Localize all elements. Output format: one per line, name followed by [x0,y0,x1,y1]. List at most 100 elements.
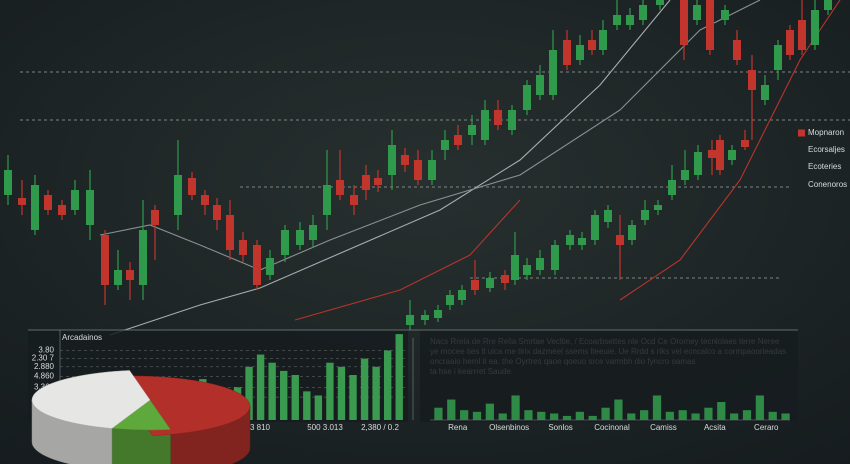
candle-body [434,310,442,318]
volume-bar [349,375,357,420]
candle-body [741,140,749,147]
candle-body [336,180,344,195]
candle-body [362,175,370,190]
panel-title: Arcadainos [62,333,102,342]
candle-body [468,125,476,135]
volume-bar [588,415,597,420]
candle-body [566,235,574,245]
candle-body [31,185,39,230]
candle-body [591,215,599,240]
candle-body [401,155,409,165]
candle-body [458,290,466,300]
volume-bar [781,413,790,420]
candle-body [323,185,331,215]
candle-body [639,5,647,20]
volume-bar [665,411,674,420]
candle-body [126,270,134,280]
volume-bar [360,358,369,420]
volume-bar [550,413,559,420]
x-tick-label: 2,380 / 0.2 [361,423,399,432]
candle-body [281,230,289,255]
volume-bar [537,411,546,420]
candle-body [309,225,317,240]
volume-bar [627,413,636,420]
volume-bar [601,407,610,420]
volume-bar [434,407,443,420]
candle-body [374,178,382,185]
x-tick-label: Sonlos [548,423,572,432]
candle-body [578,238,586,245]
candle-body [798,20,806,50]
candle-body [18,198,26,205]
volume-bar [472,411,482,420]
volume-chart: Rena Olsenbinos Sonlos Cocinonal Camiss Acsit… [434,395,790,432]
x-tick-label: Olsenbinos [489,423,529,432]
x-tick-label: Acsita [704,423,726,432]
pie-slice [111,399,171,431]
candle-body [4,170,12,195]
volume-bar [717,402,726,420]
candle-body [446,295,454,305]
legend-label: Ecorsaljes [808,145,845,154]
volume-bar [268,362,276,420]
candle-body [421,315,429,320]
candle-body [774,45,782,70]
x-tick-label: Rena [448,423,468,432]
candle-body [226,215,234,250]
candle-body [681,170,689,180]
text-panel [420,330,798,422]
candle-body [481,110,489,140]
candle-body [563,40,571,65]
candle-body [680,0,688,45]
moving-average [99,0,761,271]
candle-body [599,30,607,50]
volume-bar [485,403,494,420]
volume-bar [730,413,739,420]
candle-body [406,315,414,325]
x-tick-label: Cocinonal [594,423,630,432]
y-tick-label: 2.880 [34,362,55,371]
candle-body [266,258,274,275]
candle-body [536,258,544,270]
candle-body [604,210,612,222]
candle-body [471,280,479,290]
candle-body [494,110,502,125]
candle-body [174,175,182,215]
candle-body [239,240,247,255]
moving-average [619,0,841,301]
candle-body [628,225,636,240]
candle-body [296,230,304,245]
candle-body [486,278,494,288]
volume-bar [511,395,520,420]
volume-bar [742,410,752,420]
pie-slice [31,370,151,429]
volume-bar [447,399,456,420]
candle-body [641,210,649,220]
candle-body [588,40,596,50]
volume-bar [704,407,713,420]
volume-bar [291,375,299,420]
legend-label: Ecoteries [808,162,841,171]
candle-body [536,75,544,95]
volume-bar [337,366,346,420]
candle-body [811,10,819,45]
candle-body [733,40,741,60]
candle-body [549,50,557,95]
volume-bar [245,366,253,420]
y-tick-label: 2.30 7 [32,354,55,363]
candle-body [613,15,621,25]
candle-body [654,205,662,210]
candle-body [576,45,584,60]
volume-bar [383,350,392,420]
volume-bar [524,410,533,420]
candle-body [201,195,209,205]
candle-body [551,245,559,270]
candle-body [694,152,702,175]
volume-bar [575,411,584,420]
moving-average [294,199,521,321]
volume-bar [768,411,777,420]
candle-body [114,270,122,285]
candle-body [139,230,147,285]
candle-body [151,210,159,225]
